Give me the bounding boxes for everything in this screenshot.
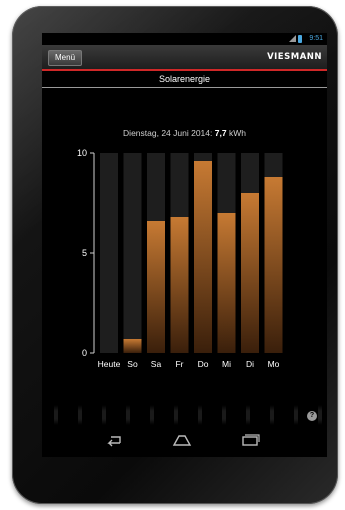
energy-bar-chart: 0 5 10 Heute So Sa Fr Do Mi Di Mo [77,148,283,369]
page-title: Solarenergie [42,71,327,88]
menu-button[interactable]: Menü [48,50,83,66]
bar-track [100,153,118,353]
y-tick-label: 0 [82,348,87,358]
battery-icon [298,35,302,43]
bar [264,177,283,353]
chart-header: Dienstag, 24 Juni 2014: 7,7 kWh [42,128,327,138]
x-tick-label: Di [246,359,254,369]
x-tick-label: Mi [222,359,231,369]
navigation-bar [42,428,327,457]
y-tick-label: 10 [77,148,87,158]
home-icon[interactable] [170,432,194,448]
status-time: 9:51 [309,35,323,42]
decorative-dots [42,405,327,425]
brand-logo: VIESMANN [267,52,322,62]
x-tick-label: So [127,359,138,369]
status-bar: 9:51 [42,33,327,45]
help-icon[interactable]: ? [307,411,317,421]
x-tick-label: Mo [268,359,280,369]
bar [194,161,212,353]
x-tick-label: Do [198,359,209,369]
bar [170,217,189,353]
y-tick-label: 5 [82,248,87,258]
bar [147,221,165,353]
bar-track [123,153,142,353]
chart-date: Dienstag, 24 Juni 2014: [123,128,213,138]
back-icon[interactable] [102,432,126,448]
action-bar: Menü VIESMANN [42,45,327,71]
bar [123,339,142,353]
bar [217,213,236,353]
chart-unit: kWh [228,128,246,138]
bar [241,193,259,353]
x-tick-label: Sa [151,359,162,369]
x-tick-label: Fr [175,359,183,369]
x-tick-label: Heute [98,359,121,369]
signal-icon [289,35,296,42]
chart-value: 7,7 [214,128,227,138]
recents-icon[interactable] [238,432,262,448]
screen: 9:51 Menü VIESMANN Solarenergie Dienstag… [42,33,327,457]
